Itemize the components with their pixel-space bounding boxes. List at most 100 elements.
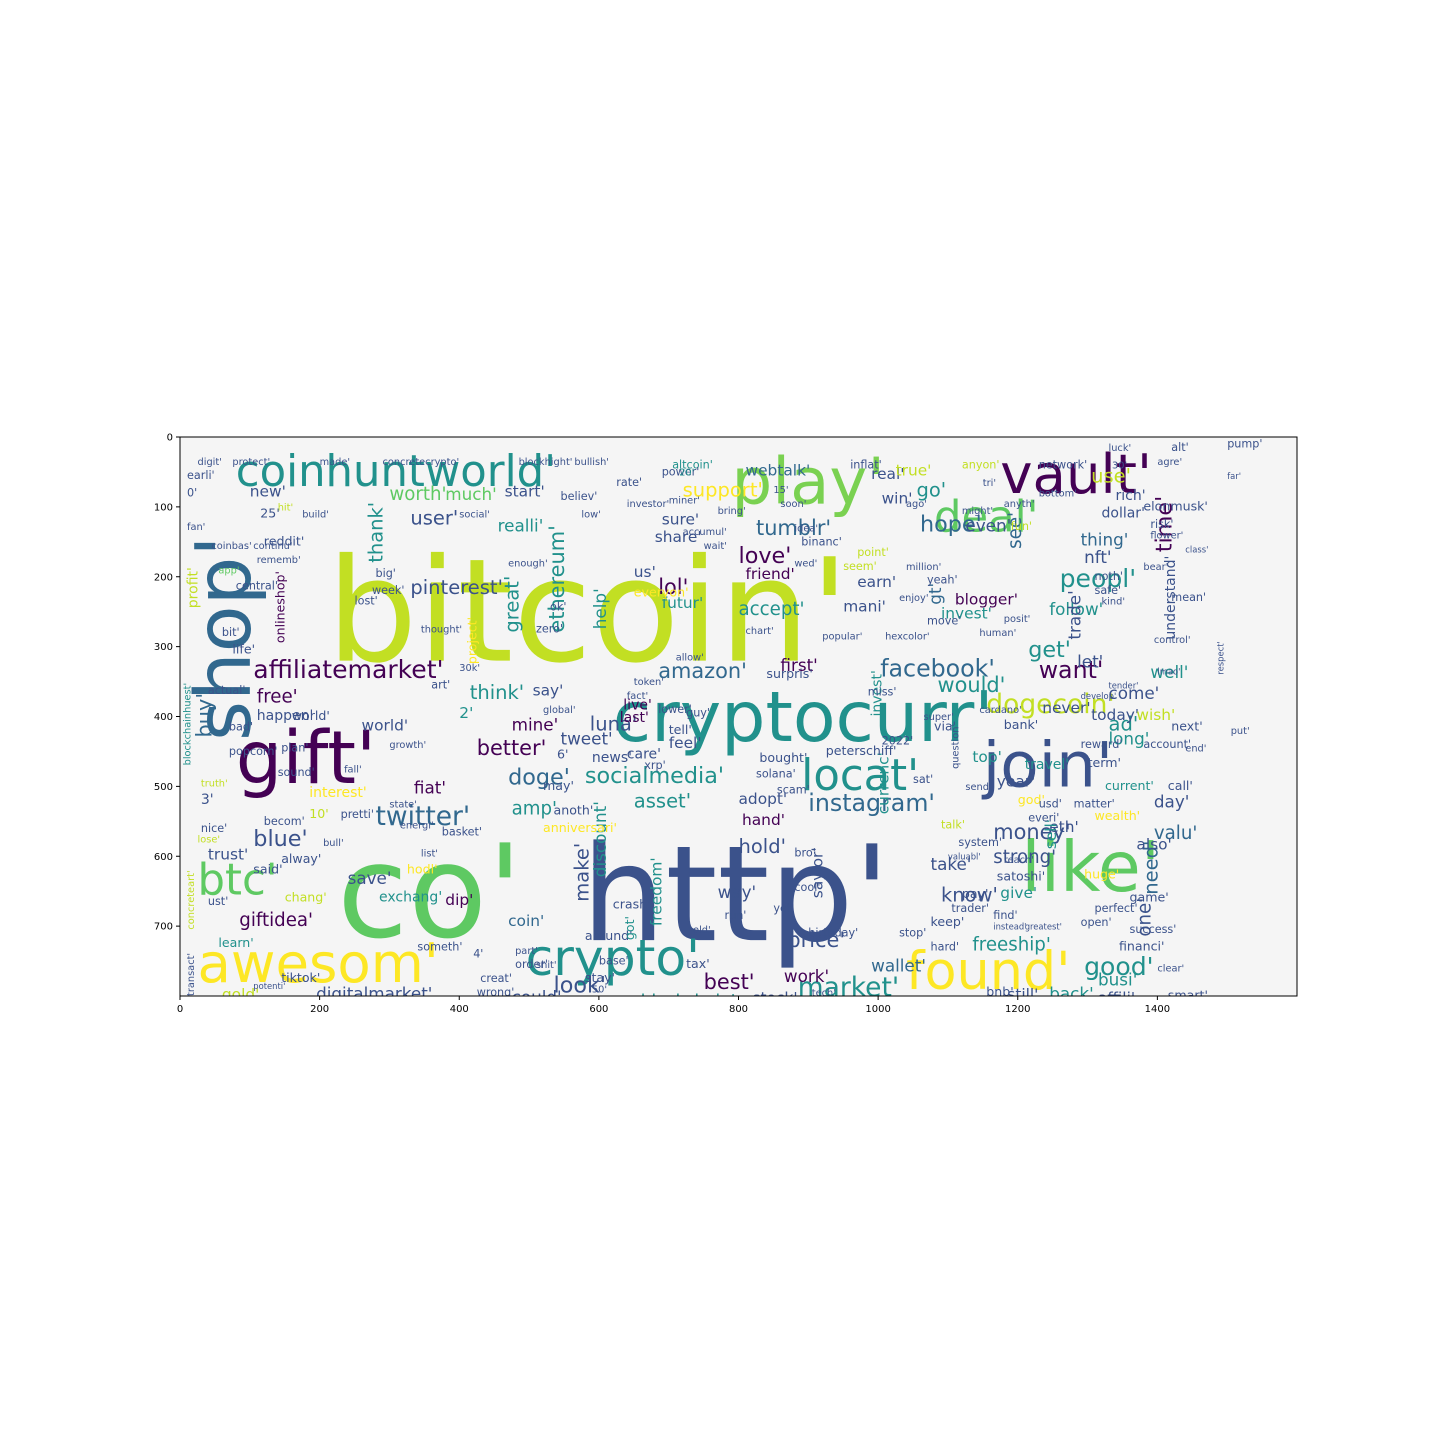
word-212: bank' bbox=[1004, 717, 1038, 732]
word-101: friend' bbox=[746, 565, 795, 583]
word-250: base' bbox=[599, 955, 629, 968]
word-175: bit' bbox=[222, 626, 240, 639]
word-328: amazonprimevideo' bbox=[211, 1002, 294, 1012]
word-13: like' bbox=[1021, 827, 1160, 908]
word-255: wrong' bbox=[477, 986, 515, 999]
word-172: made' bbox=[320, 457, 351, 468]
word-173: reddit' bbox=[264, 533, 305, 548]
word-71: valu' bbox=[1154, 823, 1198, 844]
word-217: reward' bbox=[1081, 738, 1123, 751]
word-85: take' bbox=[931, 854, 972, 874]
word-73: one' bbox=[1134, 898, 1155, 937]
y-tick-label-5: 500 bbox=[154, 782, 173, 793]
word-313: hexcolor' bbox=[885, 632, 930, 643]
word-50: doge' bbox=[508, 764, 570, 790]
word-299: idea' bbox=[794, 523, 818, 534]
word-327: potenti' bbox=[253, 981, 285, 991]
word-199: zero' bbox=[536, 623, 563, 636]
x-tick-label-3: 600 bbox=[589, 1004, 608, 1015]
word-353: develop' bbox=[1081, 691, 1117, 701]
word-61: time' bbox=[1151, 496, 1177, 553]
word-261: bull' bbox=[323, 838, 344, 849]
word-90: interest' bbox=[309, 785, 367, 801]
word-235: keep' bbox=[931, 914, 965, 929]
word-144: profit' bbox=[186, 567, 202, 608]
word-336: clear' bbox=[1157, 964, 1184, 975]
word-9: deal' bbox=[934, 492, 1039, 542]
word-285: posit' bbox=[1004, 614, 1031, 625]
word-70: day' bbox=[1154, 791, 1189, 811]
word-161: elonmusk' bbox=[1143, 498, 1208, 513]
y-tick-label-1: 100 bbox=[154, 502, 173, 513]
word-54: asset' bbox=[634, 789, 691, 812]
word-87: save' bbox=[348, 868, 392, 888]
word-273: hit' bbox=[278, 502, 293, 513]
word-91: world' bbox=[362, 717, 409, 735]
word-141: 3' bbox=[201, 792, 214, 808]
word-289: noth' bbox=[1095, 570, 1124, 583]
word-157: understand' bbox=[1163, 556, 1179, 640]
word-95: help' bbox=[590, 588, 610, 629]
word-348: might' bbox=[962, 506, 993, 517]
word-140: learn' bbox=[218, 935, 253, 950]
word-355: bear' bbox=[1143, 562, 1168, 573]
word-300: wed' bbox=[794, 558, 817, 569]
word-206: solana' bbox=[756, 767, 796, 780]
word-53: amp' bbox=[512, 798, 557, 819]
word-117: year' bbox=[997, 772, 1036, 790]
word-292: agre' bbox=[1157, 457, 1182, 468]
word-80: wallet' bbox=[871, 956, 926, 976]
word-185: bad' bbox=[229, 721, 253, 734]
word-0: bitcoin' bbox=[327, 528, 850, 695]
word-268: 0' bbox=[187, 486, 197, 499]
word-68: ad' bbox=[1109, 713, 1139, 736]
word-221: call' bbox=[1168, 778, 1193, 793]
word-81: could' bbox=[512, 987, 562, 1007]
word-18: btc' bbox=[198, 856, 278, 906]
word-262: growth' bbox=[389, 740, 426, 751]
word-38: ethereum' bbox=[545, 525, 569, 632]
word-342: greatest' bbox=[1025, 922, 1062, 932]
word-59: peopl' bbox=[1060, 564, 1137, 593]
word-69: long' bbox=[1109, 729, 1150, 749]
word-55: hold' bbox=[739, 835, 786, 858]
word-320: cardano' bbox=[979, 705, 1021, 716]
word-66: follow' bbox=[1049, 599, 1103, 619]
word-204: surpris' bbox=[766, 666, 812, 681]
word-155: see' bbox=[1005, 512, 1026, 549]
word-33: giftidea' bbox=[239, 910, 313, 931]
word-169: bullish' bbox=[574, 457, 609, 468]
word-340: valuabl' bbox=[948, 852, 981, 862]
word-225: pay' bbox=[962, 886, 989, 901]
word-301: wait' bbox=[704, 541, 727, 552]
word-257: someth' bbox=[417, 941, 462, 954]
word-352: tender' bbox=[1109, 681, 1139, 691]
word-93: thank' bbox=[365, 502, 388, 563]
word-194: anniversari' bbox=[543, 820, 617, 835]
word-288: safe' bbox=[1095, 584, 1122, 597]
word-270: coinbas' bbox=[211, 541, 251, 552]
word-231: success' bbox=[1130, 923, 1177, 936]
word-245: tech' bbox=[812, 988, 836, 999]
word-241: yet' bbox=[773, 902, 794, 915]
word-294: pump' bbox=[1227, 438, 1262, 451]
y-tick-label-2: 200 bbox=[154, 572, 173, 583]
word-234: find' bbox=[993, 909, 1017, 922]
word-323: lose' bbox=[198, 834, 221, 845]
word-89: fiat' bbox=[414, 777, 446, 797]
word-102: even' bbox=[965, 515, 1011, 535]
word-351: lmao' bbox=[1157, 667, 1180, 677]
word-23: twitter' bbox=[376, 801, 471, 832]
word-22: socialmedia' bbox=[585, 763, 724, 789]
word-209: miss' bbox=[868, 686, 897, 699]
word-318: send' bbox=[965, 782, 991, 793]
word-125: say' bbox=[533, 682, 564, 700]
word-142: buy' bbox=[192, 693, 216, 738]
word-31: digitalmarket' bbox=[316, 984, 432, 1004]
word-211: sat' bbox=[913, 773, 933, 786]
word-265: thought' bbox=[421, 625, 462, 636]
word-304: low' bbox=[581, 509, 600, 520]
word-114: let' bbox=[1077, 652, 1103, 672]
word-281: bring' bbox=[718, 506, 746, 517]
word-200: everyon' bbox=[634, 584, 689, 599]
